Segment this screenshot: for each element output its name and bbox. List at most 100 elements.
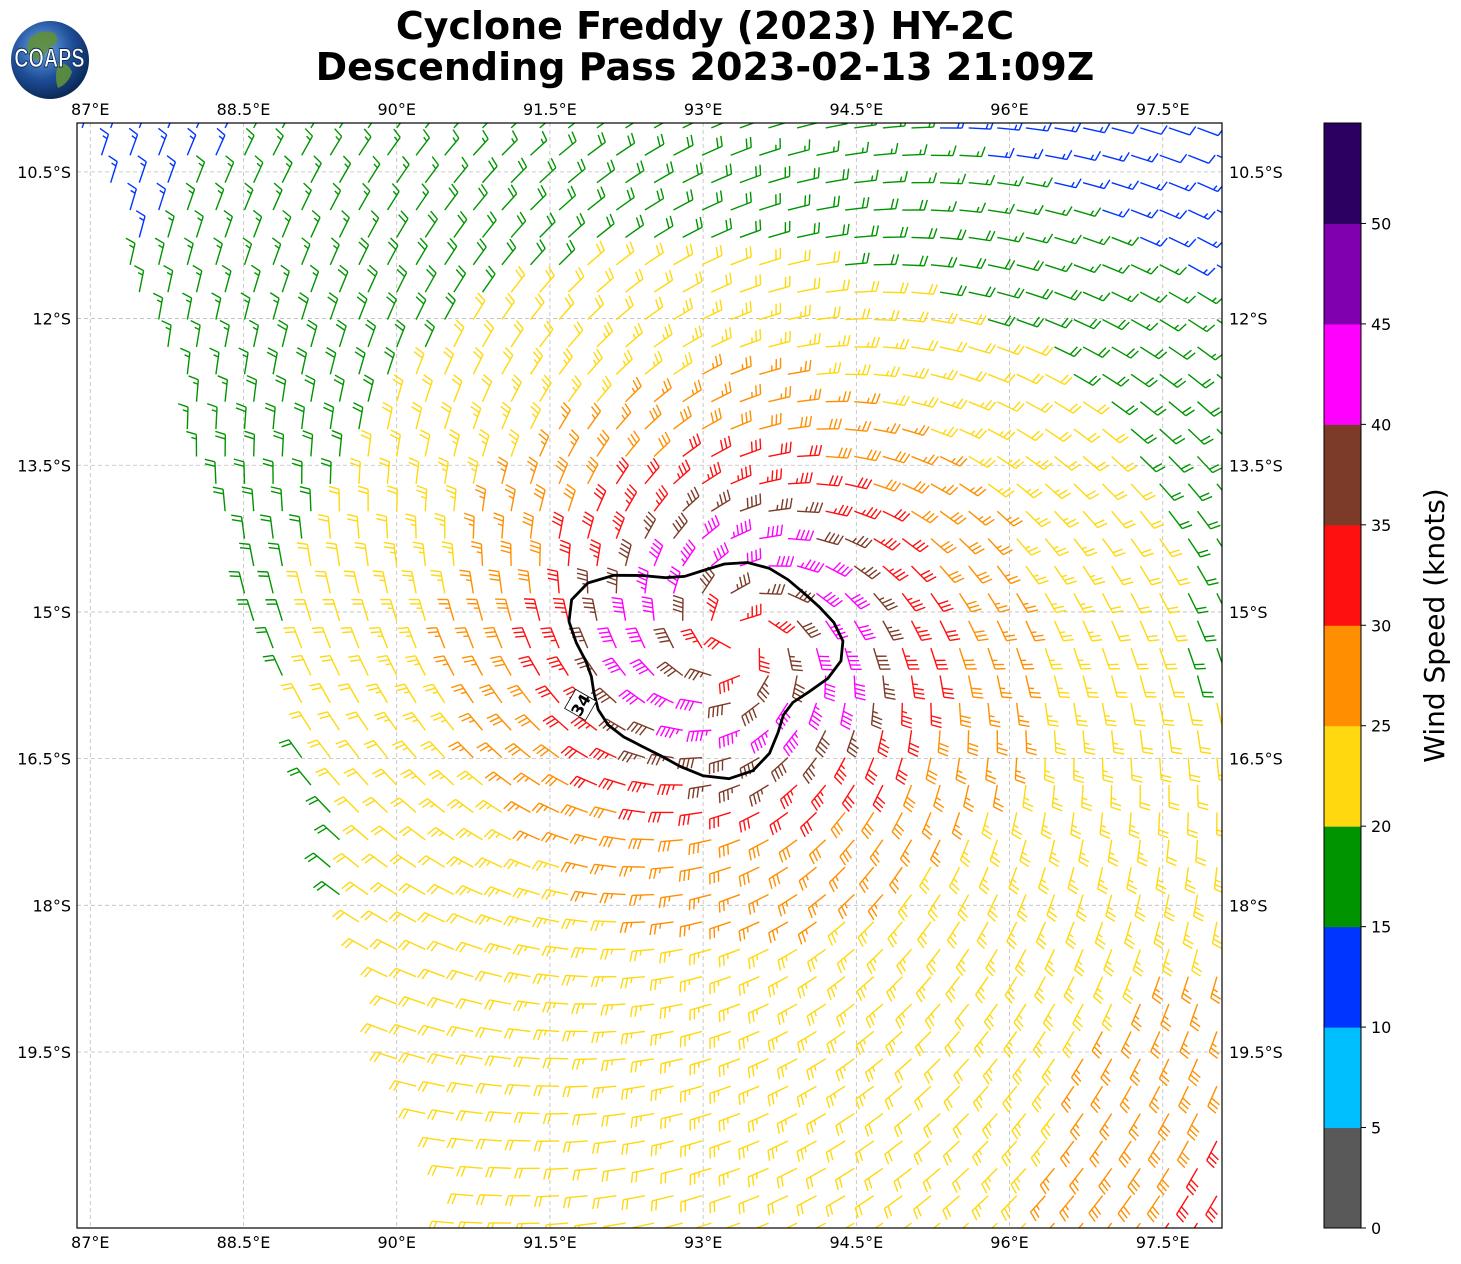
wind-barb: [1053, 510, 1080, 528]
wind-barb: [206, 402, 218, 430]
wind-barb: [571, 1112, 597, 1126]
wind-barb: [278, 739, 303, 759]
wind-barb: [369, 938, 398, 950]
wind-barb: [301, 128, 314, 156]
wind-barb: [755, 1222, 769, 1228]
wind-barb: [446, 1193, 474, 1205]
wind-barb: [628, 893, 655, 906]
wind-barb: [589, 806, 617, 819]
wind-barb: [561, 974, 588, 986]
wind-barb: [854, 169, 879, 184]
wind-barb: [930, 647, 949, 670]
wind-barb: [386, 128, 401, 156]
wind-barb: [985, 757, 997, 785]
wind-barb: [777, 1003, 798, 1026]
wind-barb: [748, 839, 769, 861]
wind-barb: [882, 508, 911, 522]
wind-barb: [777, 948, 798, 971]
wind-barb: [1094, 921, 1106, 950]
wind-barb: [615, 403, 632, 430]
wind-barb: [426, 1053, 455, 1065]
wind-barb: [815, 1222, 827, 1228]
colorbar-tick-label: 45: [1371, 315, 1391, 334]
wind-barb: [987, 592, 1010, 613]
wind-barb: [1082, 235, 1111, 246]
wind-barb: [1139, 346, 1168, 360]
wind-barb: [1069, 1113, 1084, 1141]
wind-barb: [939, 675, 955, 700]
colorbar-segment: [1324, 524, 1361, 626]
wind-barb: [861, 812, 875, 840]
wind-barb: [1178, 1085, 1191, 1114]
wind-barb: [673, 189, 694, 211]
wind-barb: [730, 246, 752, 266]
wind-barb: [434, 512, 446, 539]
wind-barb: [445, 969, 474, 981]
wind-barb: [913, 1195, 932, 1220]
wind-barb: [1130, 209, 1159, 219]
continent-shape-2: [56, 63, 72, 88]
wind-barb: [656, 784, 683, 796]
wind-barb: [787, 139, 811, 156]
wind-barb: [309, 264, 320, 293]
wind-barb: [624, 430, 641, 457]
wind-barb: [902, 784, 916, 813]
wind-barb: [1099, 1113, 1113, 1141]
wind-barb: [1016, 483, 1043, 499]
wind-barb: [1044, 593, 1067, 614]
wind-barb: [1046, 894, 1058, 923]
wind-barb: [718, 1003, 741, 1023]
wind-barb: [873, 198, 899, 211]
wind-barb: [673, 352, 693, 375]
wind-barb: [883, 1195, 903, 1219]
wind-barb: [338, 123, 344, 129]
wind-barb: [625, 627, 646, 649]
wind-barb: [1122, 976, 1134, 1005]
wind-barb: [1078, 839, 1090, 867]
wind-barb: [709, 976, 731, 995]
wind-barb: [776, 1058, 798, 1080]
wind-barb: [332, 853, 360, 868]
wind-barb: [1185, 1167, 1199, 1196]
wind-barb: [672, 512, 688, 540]
wind-barb: [1039, 1167, 1056, 1195]
wind-barb: [730, 572, 751, 594]
wind-barb: [869, 839, 884, 867]
wind-barb: [748, 893, 769, 915]
wind-barb: [408, 457, 420, 484]
wind-barb: [653, 123, 665, 129]
wind-barb: [401, 570, 417, 594]
lon-tick-label: 87°E: [71, 1233, 109, 1252]
wind-barb: [384, 346, 396, 375]
wind-barb: [612, 511, 625, 539]
wind-barb: [474, 914, 503, 926]
wind-barb: [710, 489, 731, 512]
wind-barb: [596, 159, 616, 184]
wind-barb: [895, 757, 908, 786]
wind-barb: [212, 486, 226, 512]
wind-barb: [539, 320, 554, 348]
wind-barb: [474, 970, 503, 982]
wind-barb: [1111, 291, 1140, 303]
wind-barb: [253, 155, 264, 183]
wind-barb: [476, 742, 503, 759]
wind-barb: [1051, 784, 1063, 812]
wind-barb: [739, 383, 762, 403]
wind-barb: [512, 830, 540, 842]
wind-barb: [415, 183, 430, 211]
wind-barb: [167, 123, 171, 129]
wind-barb: [767, 1030, 789, 1052]
wind-barb: [529, 293, 545, 320]
wind-barb: [490, 655, 512, 676]
wind-barb: [659, 1003, 683, 1019]
wind-barb: [475, 1138, 502, 1150]
wind-barb: [1159, 702, 1175, 727]
wind-barb: [919, 866, 932, 895]
wind-barb: [968, 620, 989, 642]
wind-barb: [711, 272, 733, 293]
wind-barb: [1025, 620, 1046, 642]
wind-barb: [369, 995, 397, 1007]
wind-barb: [540, 831, 569, 843]
wind-barb: [1111, 236, 1140, 247]
